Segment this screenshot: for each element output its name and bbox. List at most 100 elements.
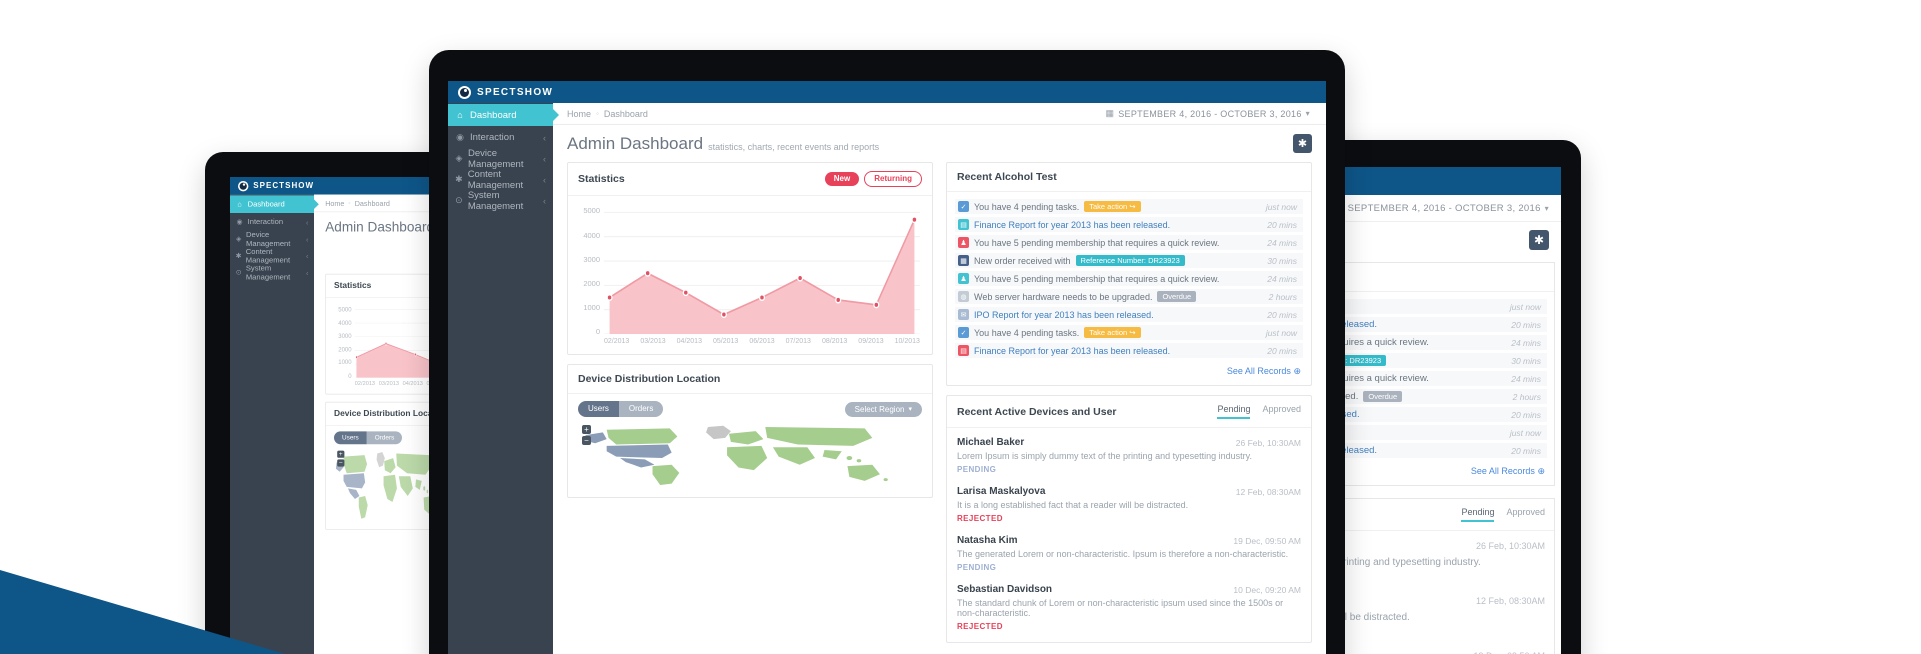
orders-button[interactable]: Orders (366, 431, 403, 444)
notification-time: just now (1509, 301, 1541, 312)
notification-text[interactable]: IPO Report for year 2013 has been releas… (974, 309, 1154, 320)
notification-text: You have 5 pending membership that requi… (974, 237, 1220, 248)
legend-returning-badge[interactable]: Returning (864, 171, 922, 188)
notification-badge[interactable]: Take action ↪ (1084, 327, 1141, 338)
notification-time: 24 mins (1511, 337, 1541, 348)
sidebar-item-device-management[interactable]: ◈ Device Management ‹ (230, 230, 314, 248)
devices-panel-clipped: Recent Active Devices and User Pending A… (1322, 498, 1555, 654)
notification-text[interactable]: Finance Report for year 2013 has been re… (974, 345, 1171, 356)
users-button[interactable]: Users (334, 431, 367, 444)
map-zoom-out-button[interactable]: − (337, 459, 345, 467)
notification-time: 20 mins (1267, 345, 1297, 356)
sidebar-item-dashboard[interactable]: ⌂ Dashboard (448, 104, 559, 126)
user-date: 12 Feb, 08:30AM (1475, 596, 1545, 606)
breadcrumb-separator-icon: ◦ (596, 109, 599, 118)
notification-text[interactable]: Finance Report for year 2013 has been re… (1322, 319, 1378, 330)
sidebar: ⌂ Dashboard ◉ Interaction ‹ ◈ Device Managemen… (448, 103, 559, 654)
y-axis-tick: 5000 (338, 305, 352, 313)
tab-pending[interactable]: Pending (1461, 507, 1495, 522)
map-zoom-in-button[interactable]: + (337, 450, 345, 458)
gear-icon: ✱ (235, 251, 242, 260)
legend-new-badge[interactable]: New (824, 172, 860, 187)
user-icon: ♟ (958, 237, 969, 248)
settings-gear-button[interactable]: ✱ (1293, 134, 1312, 153)
x-axis-tick: 07/2013 (785, 338, 811, 346)
sidebar-item-device-management[interactable]: ◈ Device Management ‹ (448, 148, 553, 170)
user-name: Natasha Kim (957, 535, 1018, 546)
blue-accent-shape (0, 570, 285, 654)
sidebar-item-system-management[interactable]: ⊙ System Management ‹ (448, 190, 553, 212)
alcohol-panel-clipped: Recent Alcohol Test ✓You have 4 pending … (1322, 262, 1555, 486)
notification-text: You have 4 pending tasks. (974, 327, 1080, 338)
user-status-badge: PENDING (957, 563, 997, 572)
orders-button[interactable]: Orders (618, 401, 664, 417)
user-date: 12 Feb, 08:30AM (1235, 487, 1301, 497)
notification-time: 2 hours (1268, 291, 1297, 302)
y-axis-tick: 5000 (583, 206, 600, 216)
sidebar-item-content-management[interactable]: ✱ Content Management ‹ (448, 169, 553, 191)
notification-badge[interactable]: Take action ↪ (1084, 201, 1141, 212)
search-icon: ⊙ (455, 195, 463, 205)
tab-approved[interactable]: Approved (1262, 404, 1301, 414)
x-axis-tick: 08/2013 (821, 338, 848, 346)
user-text: Lorem Ipsum is simply dummy text of the … (1322, 557, 1481, 568)
map-zoom-in-button[interactable]: + (582, 424, 591, 434)
map-zoom-out-button[interactable]: − (582, 435, 591, 445)
sidebar-item-system-management[interactable]: ⊙ System Management ‹ (230, 264, 314, 282)
chevron-left-icon: ‹ (306, 268, 309, 277)
page-title: Admin Dashboard (325, 219, 435, 235)
breadcrumb-home[interactable]: Home (325, 199, 345, 207)
notification-text: You have 4 pending tasks. (974, 201, 1080, 212)
y-axis-tick: 2000 (583, 278, 600, 288)
select-region-button[interactable]: Select Region ▾ (844, 401, 922, 417)
sidebar-item-label: Interaction (470, 132, 515, 143)
user-status-badge: REJECTED (957, 514, 1003, 523)
notification-time: 2 hours (1512, 391, 1541, 402)
notification-badge[interactable]: Reference Number: DR23923 (1075, 255, 1185, 266)
notification-badge[interactable]: Overdue (1363, 391, 1403, 402)
breadcrumb-home[interactable]: Home (567, 108, 592, 119)
breadcrumb-current: Dashboard (603, 108, 648, 119)
page-subtitle: statistics, charts, recent events and re… (708, 142, 880, 152)
date-range-picker[interactable]: ▦ SEPTEMBER 4, 2016 - OCTOBER 3, 2016 ▾ (1105, 108, 1310, 119)
chevron-down-icon: ▾ (1305, 109, 1310, 118)
map-mode-switch: Users Orders (334, 431, 403, 444)
sidebar-item-interaction[interactable]: ◉ Interaction ‹ (230, 215, 314, 230)
settings-gear-button[interactable]: ✱ (1529, 230, 1549, 250)
notification-time: 24 mins (1511, 373, 1541, 384)
x-axis-tick: 02/2013 (604, 338, 630, 346)
chevron-down-icon: ▾ (908, 406, 912, 414)
see-all-records-link[interactable]: See All Records ⊕ (1470, 466, 1545, 476)
notification-text[interactable]: Finance Report for year 2013 has been re… (974, 219, 1171, 230)
tab-pending[interactable]: Pending (1217, 404, 1251, 419)
notification-badge[interactable]: Overdue (1157, 291, 1197, 302)
notification-row: ▦ New order received with Reference Number… (955, 253, 1303, 268)
notification-row: ▤Finance Report for year 2013 has been r… (1322, 317, 1547, 332)
notification-badge[interactable]: Reference Number: DR23923 (1322, 355, 1387, 366)
notification-list: ✓You have 4 pending tasks.Take action ↪j… (1322, 292, 1554, 463)
y-axis-tick: 0 (348, 372, 352, 380)
notification-text[interactable]: Finance Report for year 2013 has been re… (1322, 445, 1378, 456)
date-range-picker[interactable]: ▦ SEPTEMBER 4, 2016 - OCTOBER 3, 2016 ▾ (1322, 195, 1561, 222)
user-status-badge: REJECTED (1322, 627, 1545, 636)
notification-time: 30 mins (1267, 255, 1297, 266)
statistics-chart: 5000 4000 3000 2000 1000 0 02/2013 03/2013 04/2… (326, 298, 456, 394)
tab-approved[interactable]: Approved (1506, 507, 1545, 517)
notification-time: just now (1265, 201, 1297, 212)
sidebar-item-interaction[interactable]: ◉ Interaction ‹ (448, 128, 553, 147)
sidebar-item-content-management[interactable]: ✱ Content Management ‹ (230, 247, 314, 265)
users-button[interactable]: Users (578, 401, 619, 417)
sidebar-item-dashboard[interactable]: ⌂ Dashboard (230, 195, 319, 213)
page-title: Admin Dashboard (567, 134, 704, 153)
see-all-records-link[interactable]: See All Records ⊕ (1226, 366, 1301, 376)
right-device: ▦ SEPTEMBER 4, 2016 - OCTOBER 3, 2016 ▾ … (1322, 140, 1581, 654)
y-axis-tick: 0 (595, 327, 600, 337)
notification-row: ✉ IPO Report for year 2013 has been relea… (955, 307, 1303, 322)
sidebar-item-label: Content Management (245, 247, 291, 265)
